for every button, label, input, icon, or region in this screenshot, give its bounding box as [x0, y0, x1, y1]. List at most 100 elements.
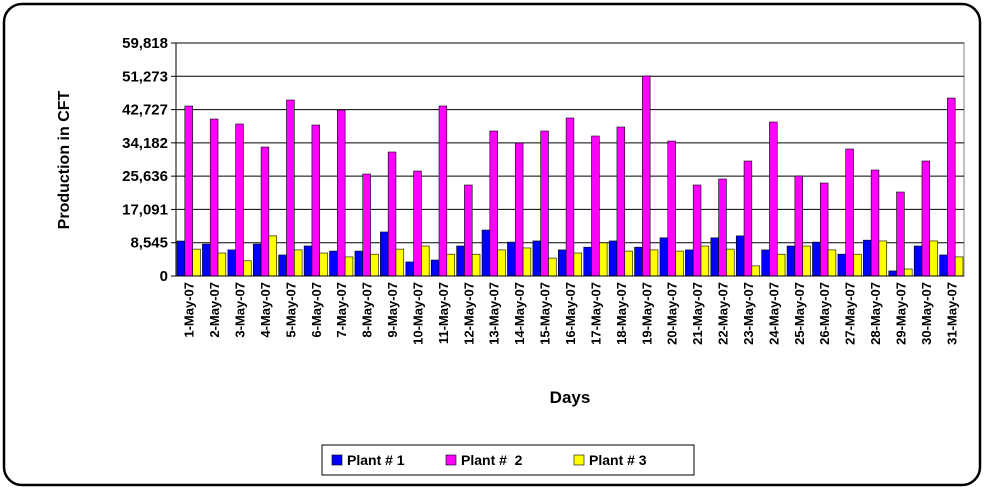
y-axis-label: Production in CFT [56, 90, 73, 229]
x-tick-label: 26-May-07 [817, 282, 832, 345]
y-tick-label: 59,818 [122, 35, 168, 52]
bar [761, 249, 770, 277]
x-tick-label: 25-May-07 [792, 282, 807, 345]
legend-swatch [573, 454, 585, 466]
bar [659, 237, 669, 277]
legend-box [321, 444, 695, 476]
bar [802, 245, 811, 277]
bar [634, 246, 643, 277]
bar [913, 245, 923, 277]
bar [743, 160, 753, 277]
bar [827, 249, 837, 277]
bar [456, 245, 465, 277]
x-tick-label: 19-May-07 [639, 282, 654, 345]
x-tick-label: 15-May-07 [538, 282, 553, 345]
bar [939, 254, 948, 277]
x-tick-label: 29-May-07 [893, 282, 908, 345]
bar [268, 235, 277, 277]
bar [700, 245, 710, 277]
bar [532, 240, 541, 277]
x-tick-label: 13-May-07 [487, 282, 502, 345]
bar [878, 240, 888, 277]
bar [649, 249, 659, 277]
y-tick-label: 51,273 [122, 68, 168, 85]
bar [667, 140, 676, 277]
bar [548, 257, 557, 277]
bar [438, 105, 448, 277]
bar [573, 252, 582, 277]
bar [522, 247, 532, 277]
bar [870, 169, 880, 277]
bar [751, 265, 760, 277]
bar [726, 248, 735, 277]
x-tick-label: 12-May-07 [461, 282, 476, 345]
bar [786, 245, 796, 277]
y-tick-label: 17,091 [122, 201, 168, 218]
bar [370, 253, 379, 277]
x-tick-label: 2-May-07 [207, 282, 222, 338]
bar [217, 252, 227, 277]
bar [845, 148, 854, 277]
bar [344, 256, 354, 277]
bar [624, 250, 633, 277]
bar [507, 241, 516, 277]
bar [540, 130, 549, 277]
x-tick-label: 6-May-07 [309, 282, 324, 338]
bar [184, 105, 193, 277]
bar [642, 75, 651, 277]
x-tick-label: 31-May-07 [944, 282, 959, 345]
legend-label: Plant # 2 [461, 452, 523, 468]
bar [921, 160, 931, 277]
bar [675, 250, 684, 277]
bar [311, 124, 321, 277]
bar [405, 261, 414, 277]
bar [904, 268, 913, 277]
bar [947, 97, 956, 277]
x-tick-label: 18-May-07 [614, 282, 629, 345]
x-tick-label: 9-May-07 [385, 282, 400, 338]
bar [337, 109, 346, 277]
bar [252, 243, 262, 277]
x-tick-label: 5-May-07 [283, 282, 298, 338]
bar [235, 123, 244, 277]
x-tick-label: 10-May-07 [410, 282, 425, 345]
bar [863, 239, 872, 277]
x-tick-label: 4-May-07 [258, 282, 273, 338]
bar [558, 249, 567, 277]
bar [227, 249, 236, 277]
bar [329, 250, 338, 277]
y-tick-label: 0 [160, 268, 168, 285]
bar [380, 231, 389, 277]
bar [591, 135, 600, 277]
bar [794, 175, 803, 277]
bar [599, 242, 608, 277]
bar [514, 142, 524, 277]
bar [819, 182, 829, 277]
bar [362, 173, 371, 277]
bar [896, 191, 905, 277]
legend-swatch [331, 454, 343, 466]
bar [413, 170, 422, 277]
y-tick-label: 25,636 [122, 168, 168, 185]
bar [812, 241, 821, 277]
bar [192, 248, 201, 277]
bar [853, 253, 862, 277]
bar [176, 240, 186, 277]
x-tick-label: 28-May-07 [868, 282, 883, 345]
bar [769, 121, 778, 277]
bar [888, 270, 897, 277]
bar [685, 249, 694, 277]
x-tick-label: 20-May-07 [665, 282, 680, 345]
x-tick-label: 24-May-07 [766, 282, 781, 345]
bar [710, 237, 719, 277]
bar [464, 184, 473, 277]
bar [837, 253, 847, 277]
bar [395, 248, 405, 277]
bar [354, 250, 364, 277]
bar [608, 240, 618, 277]
x-tick-label: 11-May-07 [436, 282, 451, 344]
x-tick-label: 17-May-07 [588, 282, 603, 345]
bar [209, 118, 219, 277]
y-tick-label: 8,545 [130, 235, 168, 252]
bar [421, 245, 430, 277]
